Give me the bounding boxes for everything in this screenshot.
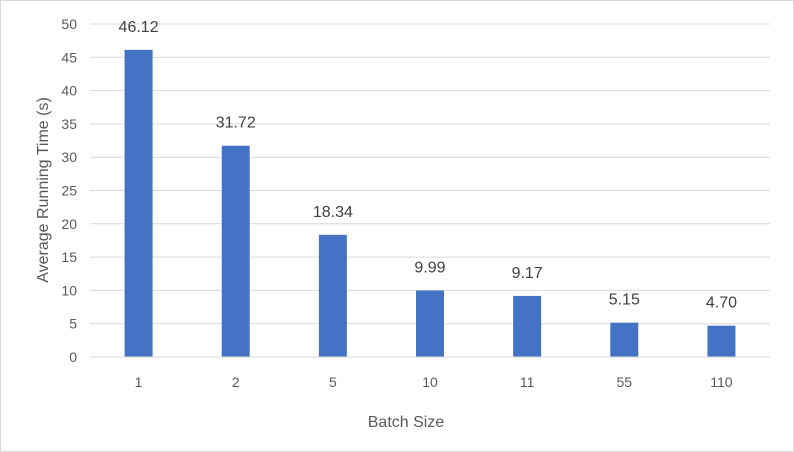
data-label-11: 9.17: [512, 265, 543, 282]
gridlines: [90, 23, 770, 325]
bar-5: [318, 234, 347, 357]
x-tick-label-110: 110: [710, 374, 733, 390]
y-tick-label: 20: [61, 216, 77, 232]
bar-11: [513, 295, 542, 357]
y-tick-label: 25: [61, 183, 77, 199]
data-label-110: 4.70: [706, 295, 737, 312]
x-tick-label-10: 10: [422, 374, 438, 390]
bar-110: [707, 325, 736, 357]
y-tick-label: 50: [61, 16, 77, 32]
bar-55: [610, 322, 639, 357]
y-tick-label: 5: [69, 316, 77, 332]
data-label-10: 9.99: [414, 259, 445, 276]
x-tick-label-11: 11: [520, 374, 535, 390]
data-label-5: 18.34: [313, 204, 353, 221]
y-tick-label: 30: [61, 149, 77, 165]
x-tick-label-2: 2: [232, 374, 240, 390]
y-tick-label: 40: [61, 83, 77, 99]
bar-1: [124, 49, 153, 358]
x-axis-ticks: 1 2 5 10 11 55 110: [135, 374, 733, 390]
y-axis-title: Average Running Time (s): [35, 97, 52, 283]
data-labels: 46.12 31.72 18.34 9.99 9.17 5.15 4.70: [119, 19, 738, 312]
y-tick-label: 0: [69, 349, 77, 365]
y-tick-label: 35: [61, 116, 77, 132]
data-label-1: 46.12: [119, 19, 159, 36]
data-label-2: 31.72: [216, 115, 256, 132]
y-tick-label: 15: [61, 249, 77, 265]
y-tick-label: 45: [61, 49, 77, 65]
x-axis-title: Batch Size: [368, 414, 445, 431]
x-tick-label-1: 1: [135, 374, 143, 390]
x-tick-label-5: 5: [329, 374, 337, 390]
bar-10: [416, 290, 444, 357]
data-label-55: 5.15: [609, 292, 640, 309]
bar-2: [221, 145, 250, 357]
x-tick-label-55: 55: [616, 374, 632, 390]
y-tick-label: 10: [61, 282, 77, 298]
y-axis-ticks: 0 5 10 15 20 25 30 35 40 45 50: [61, 16, 77, 365]
bars: [124, 49, 736, 358]
